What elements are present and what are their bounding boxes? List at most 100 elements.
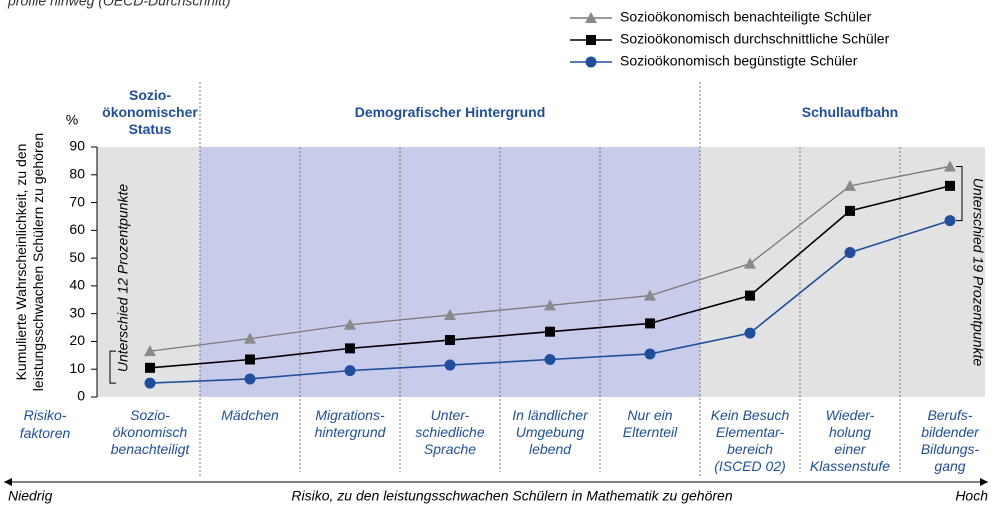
y-tick-label: 50	[69, 249, 85, 265]
x-tick-label: Unter-schiedliche Sprache	[415, 407, 484, 457]
y-axis-label: Kumulierte Wahrscheinlichkeit, zu denlei…	[13, 133, 46, 391]
circle-marker	[544, 354, 556, 365]
x-tick-line: In ländlicher	[512, 407, 589, 423]
x-tick-line: Bildungs-	[921, 441, 980, 457]
x-tick-line: holung	[829, 424, 871, 440]
triangle-marker	[444, 309, 456, 321]
x-tick-line: Umgebung	[516, 424, 585, 440]
x-tick-label: Berufs-bildender Bildungs-gang	[921, 407, 980, 474]
subtitle: profile hinweg (OECD-Durchschnitt)	[7, 0, 231, 9]
circle-marker	[344, 365, 356, 377]
legend-label: Sozioökonomisch benachteiligte Schüler	[620, 9, 872, 25]
legend-label: Sozioökonomisch begünstigte Schüler	[620, 53, 858, 69]
x-tick-line: schiedliche	[415, 424, 484, 440]
x-tick-line: Mädchen	[221, 407, 279, 423]
triangle-marker	[344, 318, 356, 330]
square-marker	[145, 362, 155, 373]
y-label-line: Kumulierte Wahrscheinlichkeit, zu den	[13, 144, 29, 381]
annotation: Unterschied 12 Prozentpunkte	[115, 184, 131, 373]
x-tick-line: lebend	[529, 441, 572, 457]
x-tick-line: Elementar-	[716, 424, 785, 440]
y-tick-label: 80	[69, 165, 85, 181]
x-axis-label: Risiko, zu den leistungsschwachen Schüle…	[291, 488, 732, 504]
triangle-marker	[644, 289, 656, 301]
y-tick-label: 30	[69, 304, 85, 320]
group-header-line: Demografischer Hintergrund	[355, 104, 546, 120]
x-high-label: Hoch	[955, 488, 988, 504]
square-marker	[645, 318, 655, 329]
y-tick-label: 70	[69, 193, 85, 209]
circle-marker	[585, 56, 597, 68]
x-tick-line: Sozio-	[130, 407, 170, 423]
triangle-marker	[144, 345, 156, 357]
triangle-marker	[244, 332, 256, 344]
group-header-line: Schullaufbahn	[802, 104, 898, 120]
square-marker	[445, 335, 455, 346]
square-marker	[586, 35, 596, 45]
circle-marker	[644, 348, 656, 360]
x-tick-label: Migrations-hintergrund	[315, 407, 387, 440]
x-tick-label: Mädchen	[221, 407, 279, 423]
x-low-label: Niedrig	[8, 488, 53, 504]
group-header-line: Status	[129, 121, 172, 137]
x-tick-line: Wieder-	[826, 407, 875, 423]
x-tick-line: benachteiligt	[111, 441, 191, 457]
triangle-marker	[544, 299, 556, 311]
y-label-line: leistungsschwachen Schülern zu gehören	[30, 133, 46, 391]
row-header: Risiko-faktoren	[20, 407, 71, 441]
x-tick-label: In ländlicher Umgebung lebend	[512, 407, 589, 457]
x-tick-line: Sprache	[424, 441, 476, 457]
circle-marker	[944, 215, 956, 227]
square-marker	[245, 354, 255, 365]
square-marker	[845, 205, 855, 216]
y-tick-label: 60	[69, 221, 85, 237]
y-tick-label: 40	[69, 277, 85, 293]
group-header-line: Sozio-	[129, 87, 171, 103]
group-header: Demografischer Hintergrund	[355, 104, 546, 120]
triangle-marker	[744, 257, 756, 269]
x-tick-line: Nur ein	[627, 407, 672, 423]
x-tick-line: bereich	[727, 441, 773, 457]
circle-marker	[244, 373, 256, 385]
circle-marker	[444, 359, 456, 371]
x-tick-line: (ISCED 02)	[714, 458, 786, 474]
x-tick-label: Nur ein Elternteil	[623, 407, 678, 440]
group-header: Schullaufbahn	[802, 104, 898, 120]
triangle-marker	[585, 12, 597, 23]
x-tick-label: Wieder-holung einer Klassenstufe	[810, 407, 890, 474]
y-tick-label: 90	[69, 138, 85, 154]
x-tick-line: Berufs-	[927, 407, 972, 423]
y-tick-label: 0	[77, 388, 85, 404]
x-tick-line: bildender	[921, 424, 980, 440]
x-tick-line: hintergrund	[315, 424, 387, 440]
square-marker	[545, 326, 555, 337]
circle-marker	[744, 327, 756, 339]
group-header: Sozio-ökonomischer Status	[102, 87, 198, 137]
group-header-line: ökonomischer	[102, 104, 198, 120]
triangle-marker	[944, 160, 956, 172]
x-tick-line: Kein Besuch	[711, 407, 790, 423]
row-header-line: Risiko-	[24, 407, 67, 423]
row-header-line: faktoren	[20, 425, 71, 441]
x-tick-line: einer	[834, 441, 866, 457]
square-marker	[945, 180, 955, 191]
y-tick-label: 20	[69, 332, 85, 348]
legend-label: Sozioökonomisch durchschnittliche Schüle…	[620, 31, 890, 47]
difference-bracket	[109, 350, 116, 384]
demography-background	[200, 147, 700, 397]
triangle-marker	[844, 179, 856, 191]
y-tick-label: 10	[69, 360, 85, 376]
difference-bracket	[956, 165, 963, 222]
x-tick-line: Unter-	[431, 407, 470, 423]
square-marker	[345, 343, 355, 354]
square-marker	[745, 290, 755, 301]
x-tick-label: Kein Besuch Elementar-bereich (ISCED 02)	[711, 407, 790, 474]
circle-marker	[144, 377, 156, 389]
x-tick-label: Sozio-ökonomisch benachteiligt	[111, 407, 191, 457]
x-tick-line: Elternteil	[623, 424, 678, 440]
x-tick-line: gang	[934, 458, 965, 474]
annotation: Unterschied 19 Prozentpunkte	[970, 178, 986, 367]
x-tick-line: ökonomisch	[113, 424, 188, 440]
x-tick-line: Klassenstufe	[810, 458, 890, 474]
